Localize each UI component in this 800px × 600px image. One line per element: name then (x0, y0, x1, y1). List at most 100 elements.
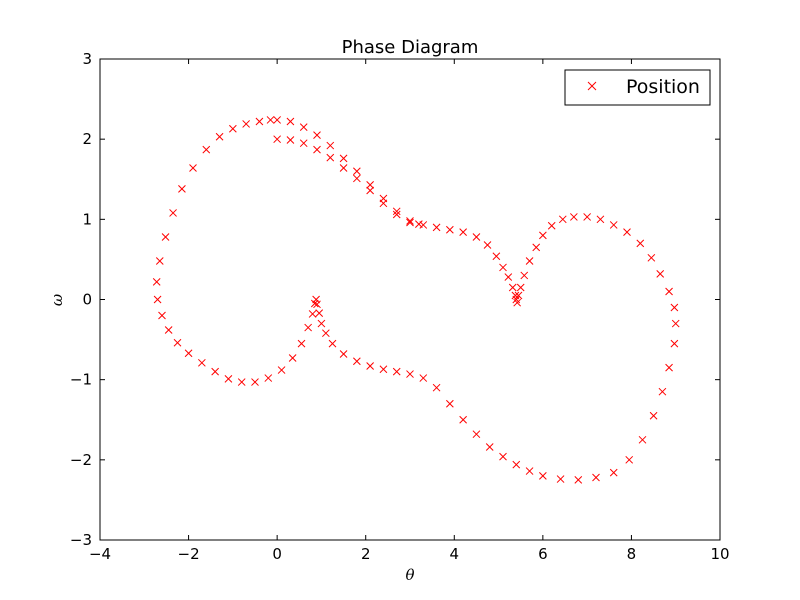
data-point-x-marker (492, 252, 501, 261)
data-points (152, 116, 680, 484)
data-point-x-marker (499, 263, 507, 272)
data-point-x-marker (649, 411, 658, 420)
data-point-x-marker (638, 435, 647, 444)
data-point-x-marker (499, 452, 507, 461)
data-point-x-marker (647, 253, 656, 262)
y-tick-label: 3 (82, 50, 92, 68)
data-point-x-marker (459, 415, 467, 424)
y-axis-label: ω (48, 294, 66, 306)
data-point-x-marker (211, 367, 219, 376)
data-point-x-marker (670, 339, 679, 348)
data-point-x-marker (513, 298, 522, 307)
data-point-x-marker (313, 300, 321, 309)
data-point-x-marker (169, 209, 177, 217)
data-point-x-marker (525, 257, 534, 265)
data-point-x-marker (596, 215, 605, 224)
data-point-x-marker (419, 374, 428, 382)
data-point-x-marker (623, 228, 631, 237)
data-point-x-marker (299, 123, 308, 131)
data-point-x-marker (406, 218, 414, 227)
data-point-x-marker (273, 135, 281, 144)
data-point-x-marker (656, 269, 665, 278)
data-point-x-marker (288, 354, 297, 362)
data-point-x-marker (658, 387, 667, 396)
data-point-x-marker (665, 363, 673, 372)
data-point-x-marker (472, 233, 481, 241)
chart-title: Phase Diagram (342, 37, 479, 58)
data-point-x-marker (266, 116, 275, 124)
x-tick-label: 4 (450, 545, 460, 563)
data-point-x-marker (189, 164, 197, 172)
y-tick-label: 2 (82, 130, 92, 148)
data-point-x-marker (326, 153, 335, 162)
legend-box (564, 69, 711, 106)
data-point-x-marker (315, 309, 324, 317)
data-point-x-marker (310, 299, 319, 308)
data-point-x-marker (609, 468, 618, 477)
data-point-x-marker (273, 116, 281, 124)
data-point-x-marker (592, 473, 600, 482)
x-tick-label: −2 (178, 545, 200, 563)
data-point-x-marker (152, 278, 161, 286)
data-point-x-marker (379, 194, 388, 203)
data-point-x-marker (158, 311, 166, 320)
data-point-x-marker (547, 221, 556, 230)
data-point-x-marker (665, 287, 673, 296)
data-point-x-marker (625, 455, 634, 464)
data-point-x-marker (264, 374, 273, 382)
data-point-x-marker (297, 339, 306, 348)
data-point-x-marker (198, 358, 206, 367)
data-point-x-marker (609, 221, 618, 229)
data-point-x-marker (161, 233, 170, 241)
data-point-x-marker (432, 383, 441, 392)
data-point-x-marker (286, 117, 295, 126)
data-point-x-marker (432, 223, 441, 232)
tick-labels: −4 −2 0 2 4 6 8 10 −3 −2 −1 0 1 2 3 (70, 50, 730, 563)
data-point-x-marker (574, 476, 583, 484)
data-point-x-marker (485, 443, 494, 451)
data-point-x-marker (670, 303, 679, 312)
x-axis-label: θ (405, 566, 414, 584)
x-tick-label: 8 (627, 545, 637, 563)
data-point-x-marker (392, 210, 401, 219)
data-point-x-marker (164, 326, 173, 334)
data-point-x-marker (419, 221, 428, 229)
legend: Position (564, 69, 711, 106)
data-point-x-marker (636, 239, 645, 248)
data-point-x-marker (539, 472, 547, 480)
data-point-x-marker (184, 349, 193, 358)
data-point-x-marker (313, 145, 321, 154)
data-point-x-marker (583, 213, 591, 221)
data-point-x-marker (392, 367, 401, 376)
data-point-x-marker (516, 283, 525, 292)
data-point-x-marker (671, 319, 680, 328)
data-point-x-marker (237, 378, 246, 386)
data-point-x-marker (446, 225, 454, 234)
data-point-x-marker (224, 375, 233, 383)
data-point-x-marker (251, 378, 259, 386)
data-point-x-marker (504, 273, 513, 281)
data-point-x-marker (570, 213, 578, 221)
data-point-x-marker (525, 467, 534, 475)
y-tick-label: −1 (70, 371, 92, 389)
x-tick-label: 0 (272, 545, 282, 563)
legend-marker-icon (587, 81, 597, 91)
data-point-x-marker (446, 399, 454, 408)
data-point-x-marker (472, 430, 481, 439)
data-point-x-marker (459, 228, 467, 237)
x-tick-label: −4 (89, 545, 111, 563)
data-point-x-marker (353, 357, 361, 366)
data-point-x-marker (366, 181, 374, 189)
data-point-x-marker (512, 460, 521, 469)
y-tick-label: 1 (82, 210, 92, 228)
data-point-x-marker (366, 186, 374, 195)
data-point-x-marker (202, 145, 211, 154)
data-point-x-marker (155, 257, 164, 265)
data-point-x-marker (328, 339, 337, 348)
y-tick-label: 0 (82, 291, 92, 309)
x-tick-label: 10 (710, 545, 729, 563)
data-point-x-marker (326, 141, 335, 150)
data-point-x-marker (215, 132, 224, 141)
data-point-x-marker (392, 207, 401, 216)
